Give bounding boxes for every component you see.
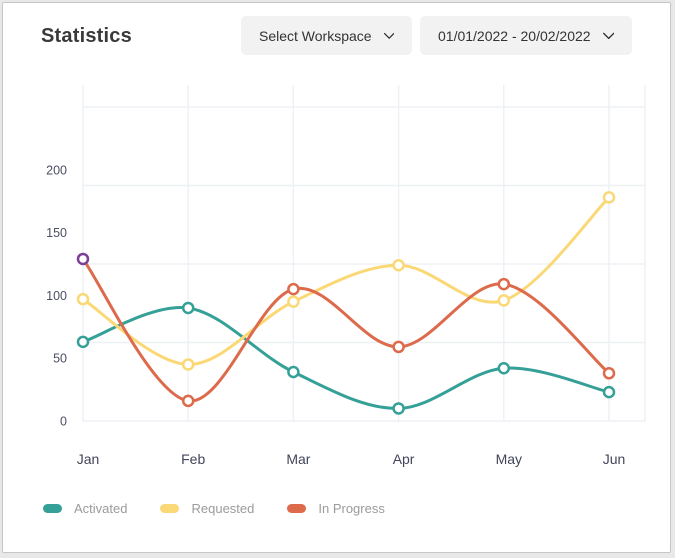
data-point-requested-apr[interactable] [392,259,405,272]
data-point-activated-may[interactable] [497,361,511,375]
legend-item-requested[interactable]: Requested [160,501,254,516]
data-point-in-progress-mar[interactable] [287,282,300,296]
chevron-down-icon [602,32,614,39]
x-axis-tick-label: Mar [286,451,310,467]
x-axis-tick-label: May [496,451,522,467]
data-point-requested-jun[interactable] [602,191,616,204]
card-header: Statistics Select Workspace 01/01/2022 -… [3,3,670,65]
select-workspace-label: Select Workspace [259,27,372,44]
data-point-activated-apr[interactable] [392,402,405,415]
data-point-requested-jan[interactable] [76,292,90,306]
y-axis-tick-label: 50 [53,352,67,366]
x-axis-tick-label: Jan [77,451,100,467]
legend-label-requested: Requested [191,501,255,516]
x-axis-tick-label: Jun [603,451,626,467]
legend-swatch-activated [43,504,62,513]
line-chart: 0 50 100 150 200 Jan Feb Mar Apr May Jun [3,63,672,483]
data-point-requested-may[interactable] [497,294,511,307]
legend-label-in-progress: In Progress [318,501,385,516]
data-point-activated-mar[interactable] [287,365,300,379]
statistics-card: Statistics Select Workspace 01/01/2022 -… [2,2,671,553]
series-line-activated [81,305,611,410]
legend-label-activated: Activated [74,501,128,516]
series-line-in-progress [81,257,611,403]
legend-item-activated[interactable]: Activated [43,501,127,516]
data-point-in-progress-jan[interactable] [76,252,90,266]
header-controls: Select Workspace 01/01/2022 - 20/02/2022 [241,16,632,55]
data-point-in-progress-feb[interactable] [181,394,195,408]
x-axis-tick-label: Feb [181,451,205,467]
date-range-dropdown[interactable]: 01/01/2022 - 20/02/2022 [420,16,632,55]
data-point-in-progress-may[interactable] [497,277,511,291]
line-chart-svg: 0 50 100 150 200 Jan Feb Mar Apr May Jun [46,85,646,467]
data-point-in-progress-jun[interactable] [602,367,616,380]
page-title: Statistics [41,25,132,47]
data-point-requested-mar[interactable] [287,295,300,308]
legend-swatch-requested [160,504,180,513]
select-workspace-dropdown[interactable]: Select Workspace [241,16,412,55]
legend-swatch-in-progress [287,504,307,513]
y-axis-tick-label: 0 [60,415,67,429]
data-point-requested-feb[interactable] [181,358,195,371]
x-axis-tick-label: Apr [393,451,415,467]
chevron-down-icon [383,32,394,39]
data-point-activated-jun[interactable] [602,385,616,399]
y-axis-tick-label: 200 [46,163,67,177]
series-line-requested [81,195,611,366]
y-axis-tick-label: 100 [46,289,67,303]
data-point-activated-feb[interactable] [181,301,195,315]
date-range-label: 01/01/2022 - 20/02/2022 [438,27,591,44]
y-axis-tick-label: 150 [46,226,67,240]
chart-legend: Activated Requested In Progress [43,501,385,516]
data-point-activated-jan[interactable] [76,335,90,349]
data-point-in-progress-apr[interactable] [392,340,405,354]
legend-item-in-progress[interactable]: In Progress [287,501,385,516]
